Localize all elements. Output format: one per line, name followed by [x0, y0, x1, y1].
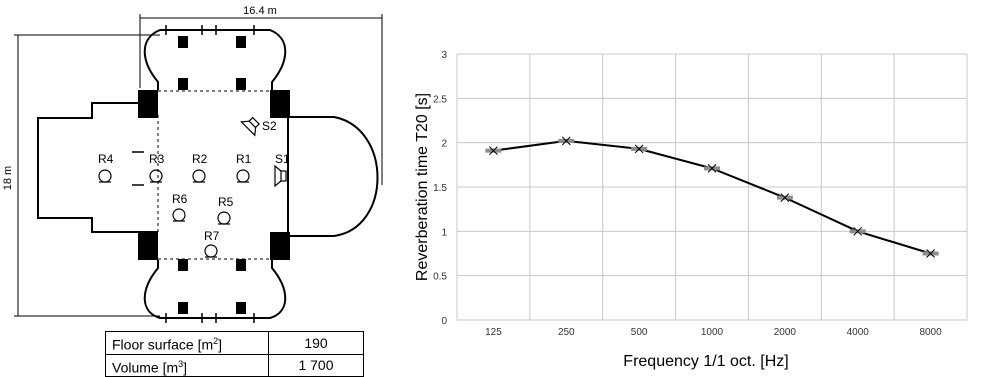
receiver-r2: R2 [192, 152, 208, 183]
receiver-r5: R5 [217, 195, 234, 225]
source-s2: S2 [240, 116, 277, 137]
x-tick-label: 1000 [701, 327, 724, 338]
x-tick-labels: 125 250 500 1000 2000 4000 8000 [485, 327, 942, 338]
data-point-cross [561, 136, 571, 146]
svg-text:R7: R7 [204, 229, 220, 243]
y-tick-label: 1.5 [433, 183, 447, 194]
y-axis-label: Reverberation time T20 [s] [414, 93, 431, 281]
piers [138, 36, 290, 314]
receiver-r4: R4 [98, 152, 114, 183]
receiver-r7: R7 [204, 229, 220, 258]
y-tick-label: 0 [441, 316, 447, 327]
data-point-cross [780, 193, 790, 202]
dashed-partitions [157, 90, 272, 260]
y-tick-label: 2 [441, 139, 447, 150]
data-point-cross [707, 164, 717, 173]
height-dimension [14, 34, 160, 317]
volume-label: Volume [m3] [105, 353, 269, 377]
height-dimension-label: 18 m [2, 166, 14, 190]
receiver-r6: R6 [172, 192, 188, 222]
data-point [704, 164, 720, 173]
svg-text:S1: S1 [275, 152, 290, 166]
floor-surface-label: Floor surface [m2] [105, 331, 269, 355]
chart-series [485, 136, 939, 258]
svg-text:R4: R4 [98, 152, 114, 166]
volume-value: 1 700 [268, 353, 364, 377]
data-point-cross [926, 249, 935, 258]
data-point-cross [634, 144, 644, 154]
window-ticks [132, 25, 255, 323]
floor-plan: 16.4 m 18 m [2, 5, 383, 323]
data-point [485, 146, 502, 156]
svg-text:R2: R2 [192, 152, 208, 166]
x-tick-label: 125 [485, 327, 502, 338]
y-tick-label: 2.5 [433, 94, 447, 105]
receiver-r3: R3 [149, 152, 165, 183]
reverberation-chart: 00.511.522.53 125 250 500 1000 2000 4000 8000 … [414, 50, 968, 370]
x-tick-label: 8000 [919, 327, 942, 338]
room-info-table: Floor surface [m2] 190 Volume [m3] 1 700 [105, 331, 364, 377]
table-row: Floor surface [m2] 190 [105, 331, 364, 355]
data-point [776, 193, 793, 202]
chart-grid [456, 53, 968, 321]
y-tick-label: 1 [441, 227, 447, 238]
svg-text:R5: R5 [218, 195, 234, 209]
x-axis-label: Frequency 1/1 oct. [Hz] [623, 353, 788, 370]
data-point [631, 144, 648, 154]
y-tick-label: 0.5 [433, 272, 447, 283]
series-line [493, 139, 931, 255]
data-point [558, 136, 575, 146]
data-point [849, 226, 866, 236]
x-tick-label: 500 [631, 327, 648, 338]
table-row: Volume [m3] 1 700 [105, 353, 364, 377]
x-tick-label: 2000 [774, 327, 797, 338]
y-tick-labels: 0 0.5 1 1.5 2 2.5 3 [433, 50, 447, 327]
width-dimension-label: 16.4 m [243, 5, 277, 17]
width-dimension [139, 14, 383, 185]
data-point-cross [489, 146, 498, 156]
x-tick-label: 250 [558, 327, 575, 338]
svg-text:S2: S2 [262, 119, 277, 133]
svg-text:R3: R3 [149, 152, 165, 166]
receiver-r1: R1 [236, 152, 252, 183]
data-point [922, 249, 939, 258]
source-s1: S1 [274, 152, 290, 188]
building-walls [37, 29, 379, 319]
svg-text:R6: R6 [172, 192, 188, 206]
y-tick-label: 3 [441, 50, 447, 61]
data-point-cross [853, 226, 863, 236]
x-tick-label: 4000 [847, 327, 870, 338]
floor-surface-value: 190 [268, 331, 364, 355]
svg-text:R1: R1 [236, 152, 252, 166]
